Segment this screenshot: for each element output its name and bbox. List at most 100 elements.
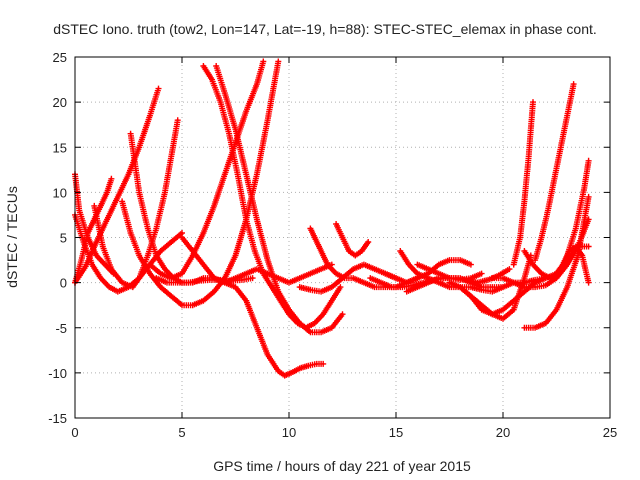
data-point [266,353,269,356]
data-point [138,276,141,280]
data-point [103,263,107,266]
data-point [384,272,387,275]
data-point [110,177,113,180]
data-point [163,191,167,194]
data-point [262,60,265,63]
data-point [146,227,149,230]
data-point [298,285,301,289]
data-point [405,290,408,293]
data-point [266,272,269,275]
data-point [373,285,376,289]
data-point [533,281,537,284]
data-point [339,285,342,289]
data-point [533,326,537,329]
data-point [555,272,558,275]
data-point [298,367,301,370]
data-point [581,254,584,257]
y-axis-label: dSTEC / TECUs [4,186,20,288]
data-point [270,285,274,289]
data-point [401,285,404,289]
data-point [523,276,526,280]
data-point [341,276,344,280]
data-point [219,100,222,104]
data-point [245,173,248,176]
data-point [480,272,483,275]
series-23 [510,99,536,268]
data-point [101,245,105,248]
data-point [176,119,179,122]
data-point [469,295,473,298]
data-point [234,254,237,257]
data-point [330,326,333,329]
data-point [155,254,158,257]
data-point [155,276,158,280]
y-tick-label: 0 [60,276,67,291]
data-point [561,263,565,266]
data-point [180,236,184,239]
data-point [138,254,141,257]
data-point [287,308,291,311]
y-tick-label: -5 [55,321,67,336]
data-point [110,267,113,271]
data-point [480,285,483,289]
data-point [566,114,569,117]
series-13 [333,221,372,259]
data-point [245,110,248,113]
data-point [330,285,333,289]
data-point [523,249,526,253]
data-point [159,249,162,253]
data-point [234,285,237,289]
data-point [245,272,248,275]
data-point [437,263,440,266]
data-point [148,272,152,275]
data-point [120,200,124,203]
data-point [163,267,167,271]
data-point [180,231,184,235]
data-point [330,263,333,266]
data-point [212,290,216,293]
data-point [362,281,366,284]
data-point [170,240,173,244]
data-point [486,278,490,282]
data-point [309,227,312,230]
data-point [105,218,109,221]
data-point [223,91,226,95]
data-point [245,299,248,302]
data-point [572,82,575,86]
data-point [80,258,83,262]
data-point [176,281,179,284]
data-point [170,276,173,280]
data-point [309,331,312,334]
data-point [531,100,535,104]
data-point [227,132,231,135]
data-point [587,159,590,162]
data-point [587,218,590,221]
data-point [322,313,325,316]
data-point [187,281,190,284]
data-point [394,276,398,280]
x-tick-label: 15 [389,425,403,440]
data-point [576,254,580,257]
data-point [523,290,526,293]
data-point [148,263,152,266]
data-point [480,308,483,311]
series-19 [403,270,485,295]
data-point [459,258,462,262]
series-11 [153,275,256,286]
data-point [354,254,357,257]
data-point [105,191,109,194]
data-point [289,371,293,375]
data-point [191,249,194,253]
data-point [155,227,158,230]
x-tick-label: 0 [71,425,78,440]
data-point [298,322,301,325]
data-point [287,281,291,284]
data-point [426,272,430,275]
data-point [448,258,451,262]
data-point [255,82,259,86]
data-point [548,276,552,280]
data-point [315,362,318,366]
data-point [587,245,590,248]
data-point [86,231,90,235]
data-point [170,155,173,158]
